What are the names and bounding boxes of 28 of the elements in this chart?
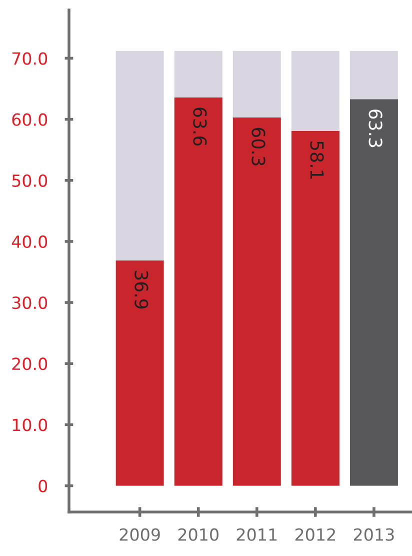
- y-tick-label: 30.0: [12, 296, 48, 310]
- x-tick-label: 2012: [295, 528, 335, 541]
- bar: [232, 50, 281, 118]
- y-tick-label: 20.0: [12, 358, 48, 370]
- bar: [174, 50, 222, 98]
- data-label: 60.3: [252, 128, 266, 166]
- bar: [116, 260, 164, 486]
- bar: [291, 130, 340, 486]
- bar: [291, 50, 340, 131]
- bar: [116, 50, 164, 260]
- bar: [350, 99, 398, 486]
- x-tick-label: 2009: [120, 528, 160, 541]
- y-tick-label: 40.0: [12, 235, 48, 248]
- y-tick-label: 60.0: [12, 113, 48, 126]
- x-tick-label: 2011: [236, 528, 277, 541]
- y-tick-label: 0: [38, 480, 48, 492]
- bar: [174, 97, 222, 486]
- y-tick-label: 10.0: [12, 418, 48, 432]
- data-label: 58.1: [310, 141, 324, 179]
- y-tick-label: 70.0: [12, 52, 48, 65]
- data-label: 63.6: [193, 108, 207, 146]
- y-tick-label: 50.0: [12, 174, 48, 187]
- bar: [232, 117, 281, 486]
- x-tick-label: 2013: [354, 528, 394, 541]
- x-tick-label: 2010: [178, 528, 218, 541]
- data-label: 36.9: [134, 270, 148, 308]
- bar: [350, 50, 398, 100]
- data-label: 63.3: [368, 110, 382, 148]
